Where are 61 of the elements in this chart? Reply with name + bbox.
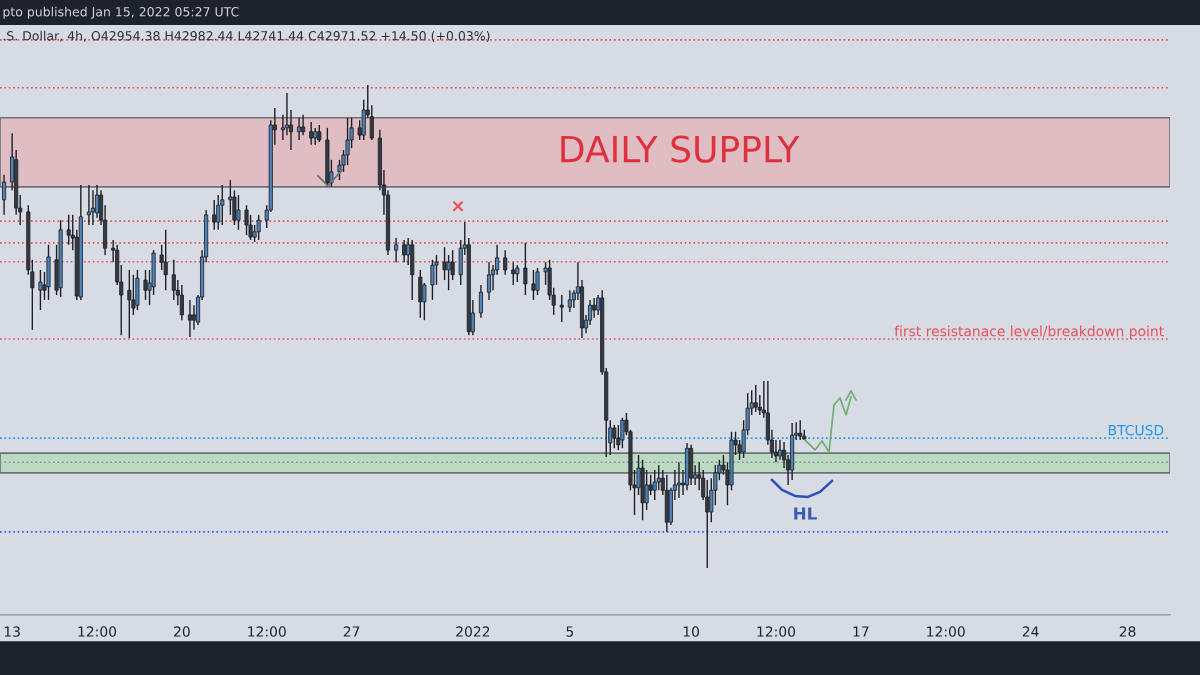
x-tick-label: 17 [853,626,869,637]
x-tick-label: 10 [683,626,699,637]
candlestick [143,269,148,301]
x-tick-label: 24 [1022,626,1039,637]
candlestick [163,229,168,291]
candlestick [297,117,302,141]
candlestick [442,246,447,281]
candlestick [652,469,657,501]
candlestick [256,214,261,241]
x-tick-label: 12:00 [757,626,796,637]
ref-line-label: first resistanace level/breakdown point [894,325,1164,340]
annotation: × [452,200,464,212]
chart-subtitle: pto published Jan 15, 2022 05:27 UTC [3,6,239,19]
x-tick-label: 20 [174,626,190,637]
x-tick-label: 28 [1119,626,1136,637]
candlestick [592,297,597,319]
candlestick [531,269,536,301]
candlestick [486,261,492,301]
ref-line-label: BTCUSD [1108,424,1164,436]
x-tick-label: 13 [4,626,20,637]
candlestick [244,204,249,236]
x-tick-label: 2022 [456,626,490,637]
candlestick [523,242,528,296]
chart-title: .S. Dollar, 4h, O42954.38 H42982.44 L42741.44 C42971.52 +14.50 (+0.03%) [3,30,490,43]
candlestick [2,174,7,216]
candlestick [446,254,451,291]
x-tick-label: 5 [566,626,574,637]
candlestick [777,439,783,461]
candlestick [402,239,407,263]
candlestick [369,104,374,141]
candlestick [187,299,192,338]
candlestick [236,194,241,231]
candlestick [430,259,435,301]
candlestick [86,184,91,226]
candlestick [284,92,289,136]
candlestick [503,249,508,276]
candlestick [38,269,43,311]
candlestick [179,284,184,321]
candlestick [127,269,132,339]
candlestick [220,184,225,226]
x-tick-label: 12:00 [927,626,965,637]
candlestick [535,267,540,296]
candlestick [676,461,681,499]
candlestick [212,199,217,231]
annotation: HL [794,507,817,520]
candlestick [478,284,483,319]
candlestick [171,259,176,301]
candlestick [559,294,564,323]
candlestick [612,424,617,449]
x-tick-label: 12:00 [78,626,117,637]
x-tick-label: 12:00 [248,626,286,637]
candlestick [753,384,758,413]
candlestick [301,114,306,136]
candlestick [90,189,95,226]
candlestick [66,214,71,246]
candlestick [620,417,625,449]
x-tick-label: 27 [343,626,360,637]
candlestick [567,289,572,313]
band-label: DAILY SUPPLY [561,135,800,163]
candlestick [394,237,399,263]
candlestick [644,469,649,511]
